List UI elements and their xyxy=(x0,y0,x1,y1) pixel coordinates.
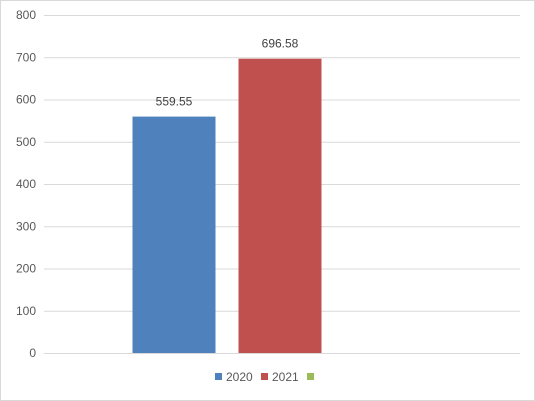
y-tick-label: 300 xyxy=(16,219,36,233)
bar-2021 xyxy=(238,58,322,354)
y-tick-label: 400 xyxy=(16,177,36,191)
y-tick-label: 700 xyxy=(16,50,36,64)
y-tick-label: 100 xyxy=(16,304,36,318)
legend-label-2021: 2021 xyxy=(272,370,299,384)
legend-swatch-2021 xyxy=(261,373,268,380)
legend: 2020 2021 xyxy=(215,370,314,384)
bar-2020 xyxy=(132,116,216,354)
y-tick-label: 800 xyxy=(16,8,36,22)
data-label-2021: 696.58 xyxy=(262,37,299,51)
legend-label-2020: 2020 xyxy=(226,370,253,384)
y-tick-label: 0 xyxy=(29,346,36,360)
y-tick-label: 500 xyxy=(16,135,36,149)
bars xyxy=(132,58,322,354)
y-tick-label: 600 xyxy=(16,93,36,107)
data-label-2020: 559.55 xyxy=(156,95,193,109)
y-axis-ticks: 0 100 200 300 400 500 600 700 800 xyxy=(16,8,36,360)
legend-swatch-2020 xyxy=(215,373,222,380)
legend-swatch-series-2 xyxy=(307,373,314,380)
y-tick-label: 200 xyxy=(16,262,36,276)
data-labels: 559.55 696.58 xyxy=(156,37,299,109)
